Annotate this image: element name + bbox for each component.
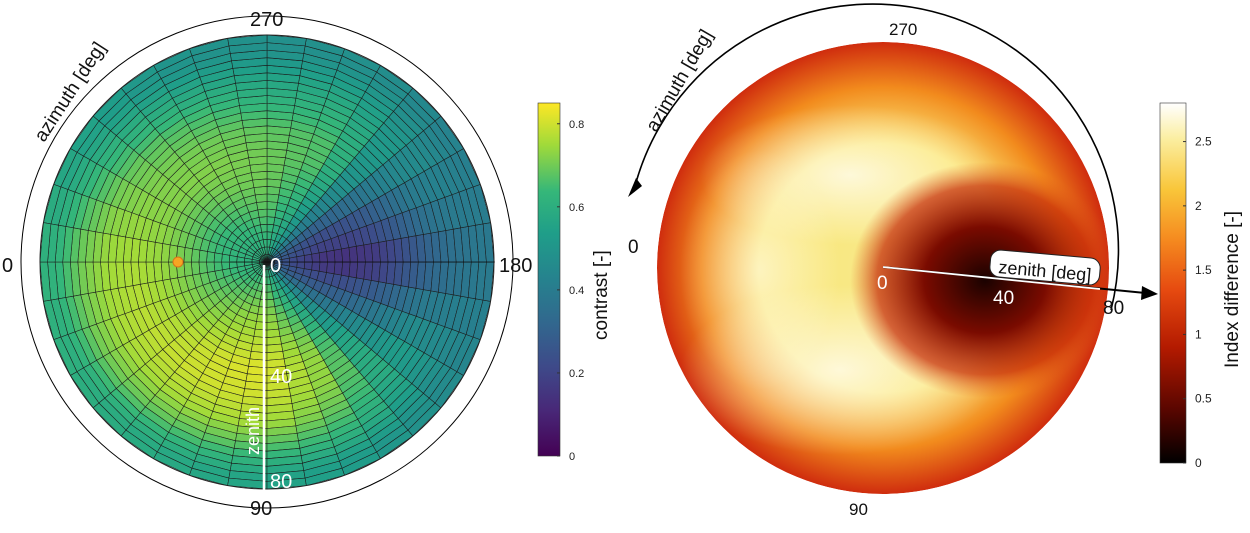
left-heatmap-cell bbox=[266, 321, 280, 331]
right-az-tick-0: 0 bbox=[628, 237, 639, 258]
left-heatmap-cell bbox=[227, 477, 268, 489]
left-zenith-tick-80: 80 bbox=[270, 471, 292, 493]
left-heatmap-cell bbox=[266, 216, 276, 225]
left-heatmap-cell bbox=[213, 261, 223, 272]
left-heatmap-cell bbox=[266, 313, 278, 323]
left-heatmap-cell bbox=[266, 193, 280, 203]
left-az-tick-0: 0 bbox=[2, 255, 13, 277]
right-colorbar-label: Index difference [-] bbox=[1222, 211, 1243, 368]
right-colorbar-tick-label: 0.5 bbox=[1195, 392, 1212, 406]
left-heatmap-cell bbox=[266, 336, 282, 346]
right-colorbar-tick-label: 1.5 bbox=[1195, 263, 1212, 277]
left-heatmap-cell bbox=[326, 249, 336, 263]
left-heatmap-cell bbox=[341, 247, 351, 263]
right-colorbar-tick-label: 2 bbox=[1195, 199, 1202, 213]
right-az-tick-270: 270 bbox=[889, 20, 917, 39]
left-heatmap-cell bbox=[256, 313, 268, 323]
left-heatmap-cell bbox=[341, 261, 351, 277]
left-heatmap-cells bbox=[40, 35, 494, 489]
left-heatmap-cell bbox=[266, 223, 274, 233]
left-heatmap-cell bbox=[206, 261, 216, 273]
left-heatmap-cell bbox=[256, 201, 268, 211]
right-colorbar-tick-label: 2.5 bbox=[1195, 135, 1212, 149]
left-heatmap-cell bbox=[252, 178, 268, 188]
left-heatmap-cell bbox=[228, 255, 238, 263]
right-az-tick-90: 90 bbox=[849, 500, 868, 519]
left-heatmap-cell bbox=[266, 35, 307, 47]
right-zenith-tick-80: 80 bbox=[1103, 298, 1124, 319]
left-colorbar: 0 0.2 0.4 0.6 0.8 contrast [-] bbox=[537, 102, 612, 463]
right-colorbar-gradient bbox=[1159, 102, 1187, 464]
left-heatmap-cell bbox=[326, 261, 336, 275]
left-zenith-label: zenith bbox=[243, 407, 263, 455]
left-colorbar-label: contrast [-] bbox=[591, 250, 612, 340]
left-polar-plot: 0 90 180 270 0 40 80 zenith azimuth [deg… bbox=[2, 9, 532, 520]
right-colorbar: 0 0.5 1 1.5 2 2.5 Index difference [-] bbox=[1159, 102, 1243, 470]
left-heatmap-cell bbox=[213, 252, 223, 263]
left-heatmap-cell bbox=[257, 306, 268, 316]
right-zenith-axis-line-inner bbox=[882, 266, 1101, 290]
right-bright-region-left bbox=[680, 150, 840, 390]
right-zenith-arrowhead bbox=[1141, 286, 1158, 300]
left-colorbar-tick-label: 0.4 bbox=[569, 285, 584, 297]
right-azimuth-label: azimuth [deg] bbox=[642, 26, 717, 135]
left-heatmap-cell bbox=[296, 261, 306, 269]
right-azimuth-arrowhead bbox=[628, 178, 642, 197]
left-heatmap-cell bbox=[482, 261, 494, 302]
left-heatmap-cell bbox=[206, 251, 216, 263]
left-marker bbox=[172, 256, 184, 268]
right-colorbar-tick-label: 1 bbox=[1195, 327, 1202, 341]
left-heatmap-cell bbox=[311, 252, 321, 263]
left-heatmap-cell bbox=[304, 261, 313, 271]
left-heatmap-cell bbox=[266, 201, 278, 211]
left-az-tick-180: 180 bbox=[499, 255, 532, 277]
right-dark-region bbox=[850, 162, 1109, 398]
right-heatmap bbox=[657, 42, 1109, 494]
left-heatmap-cell bbox=[40, 222, 52, 263]
left-outer-ring bbox=[20, 15, 514, 509]
left-heatmap-cell bbox=[257, 208, 268, 218]
left-heatmap-cell bbox=[318, 261, 328, 273]
left-heatmap-cell bbox=[318, 251, 328, 263]
left-heatmap-cell bbox=[198, 261, 208, 275]
left-zenith-tick-40: 40 bbox=[270, 366, 292, 388]
left-az-tick-90: 90 bbox=[250, 498, 272, 520]
left-colorbar-tick-label: 0.8 bbox=[569, 119, 584, 131]
left-colorbar-tick-label: 0.6 bbox=[569, 202, 584, 214]
right-azimuth-arrow-arc bbox=[633, 3, 1120, 311]
left-heatmap-cell bbox=[183, 261, 193, 277]
left-colorbar-gradient bbox=[537, 102, 561, 457]
right-zenith-label-box bbox=[989, 249, 1101, 286]
left-heatmap-cell bbox=[266, 306, 277, 316]
right-polar-plot: zenith [deg] 0 40 80 0 90 270 azimuth [d… bbox=[628, 3, 1158, 519]
right-colorbar-tick-label: 0 bbox=[1195, 456, 1202, 470]
left-heatmap-cell bbox=[254, 193, 268, 203]
left-heatmap-cell bbox=[221, 253, 230, 263]
left-heatmap-cell bbox=[198, 249, 208, 263]
left-colorbar-tick-label: 0 bbox=[569, 451, 575, 463]
left-colorbar-tick-label: 0.2 bbox=[569, 368, 584, 380]
left-az-tick-270: 270 bbox=[250, 9, 283, 31]
left-heatmap-cell bbox=[266, 178, 282, 188]
left-heatmap-cell bbox=[266, 208, 277, 218]
left-heatmap-cell bbox=[183, 247, 193, 263]
left-heatmap-cell bbox=[311, 261, 321, 272]
left-zenith-tick-0: 0 bbox=[270, 255, 281, 277]
right-zenith-tick-0: 0 bbox=[877, 273, 888, 294]
right-zenith-tick-40: 40 bbox=[993, 288, 1014, 309]
